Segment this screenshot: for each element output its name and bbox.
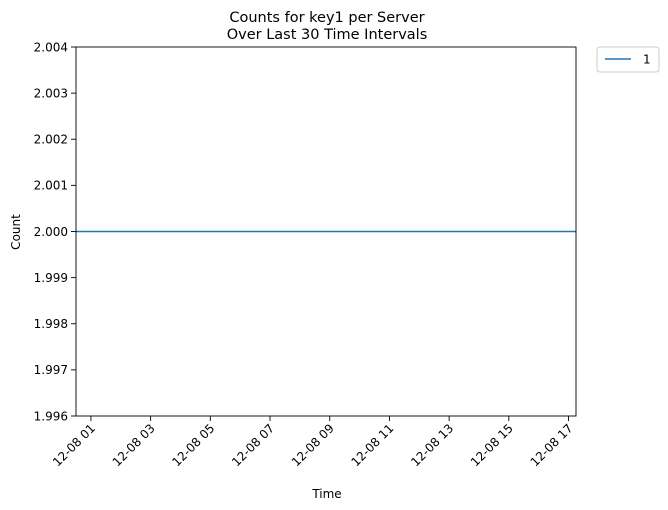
y-tick-label: 2.002 <box>34 133 68 147</box>
x-tick-label: 12-08 17 <box>528 421 576 469</box>
y-axis-label: Count <box>9 214 23 250</box>
x-tick-label: 12-08 07 <box>229 421 277 469</box>
y-tick-label: 2.004 <box>34 40 68 54</box>
x-tick-label: 12-08 15 <box>468 421 516 469</box>
y-tick-label: 2.001 <box>34 179 68 193</box>
x-axis-ticks: 12-08 01 12-08 03 12-08 05 12-08 07 12-08 09… <box>50 416 576 469</box>
y-axis-ticks: 1.996 1.997 1.998 1.999 2.000 2.001 2.002 2.003… <box>34 40 76 423</box>
x-tick-label: 12-08 03 <box>110 421 158 469</box>
y-tick-label: 2.003 <box>34 86 68 100</box>
y-tick-label: 1.997 <box>34 363 68 377</box>
y-tick-label: 1.996 <box>34 409 68 423</box>
y-tick-label: 1.998 <box>34 317 68 331</box>
y-tick-label: 1.999 <box>34 271 68 285</box>
x-tick-label: 12-08 05 <box>169 421 217 469</box>
x-tick-label: 12-08 13 <box>408 421 456 469</box>
x-tick-label: 12-08 01 <box>50 421 98 469</box>
plot-area: 1.996 1.997 1.998 1.999 2.000 2.001 2.002 2.003… <box>34 40 577 469</box>
x-axis-label: Time <box>311 487 341 501</box>
x-tick-label: 12-08 09 <box>289 421 337 469</box>
legend-label-series-1: 1 <box>643 53 651 67</box>
x-tick-label: 12-08 11 <box>349 421 397 469</box>
chart-title: Counts for key1 per Server <box>229 10 424 26</box>
y-tick-label: 2.000 <box>34 225 68 239</box>
legend: 1 <box>596 46 660 73</box>
chart-subtitle: Over Last 30 Time Intervals <box>227 27 428 43</box>
